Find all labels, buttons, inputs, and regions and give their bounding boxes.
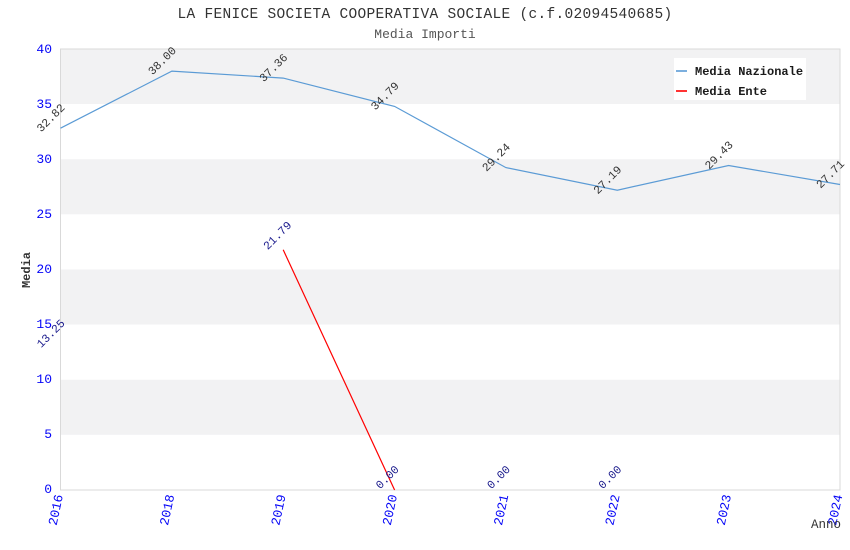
svg-text:2016: 2016 [46,493,67,527]
svg-text:30: 30 [36,152,52,167]
svg-text:40: 40 [36,42,52,57]
svg-text:Media Nazionale: Media Nazionale [695,65,803,79]
svg-text:2022: 2022 [603,493,624,527]
svg-text:0: 0 [44,482,52,497]
svg-text:Anno: Anno [811,518,841,532]
svg-text:5: 5 [44,427,52,442]
svg-text:25: 25 [36,207,52,222]
svg-text:20: 20 [36,262,52,277]
svg-text:2018: 2018 [157,493,178,527]
svg-text:10: 10 [36,372,52,387]
svg-text:Media: Media [20,252,34,288]
svg-text:2021: 2021 [491,493,512,527]
svg-text:Media Ente: Media Ente [695,85,767,99]
svg-text:2020: 2020 [380,493,401,527]
svg-text:2023: 2023 [714,493,735,527]
svg-text:35: 35 [36,97,52,112]
svg-text:2019: 2019 [268,493,289,527]
